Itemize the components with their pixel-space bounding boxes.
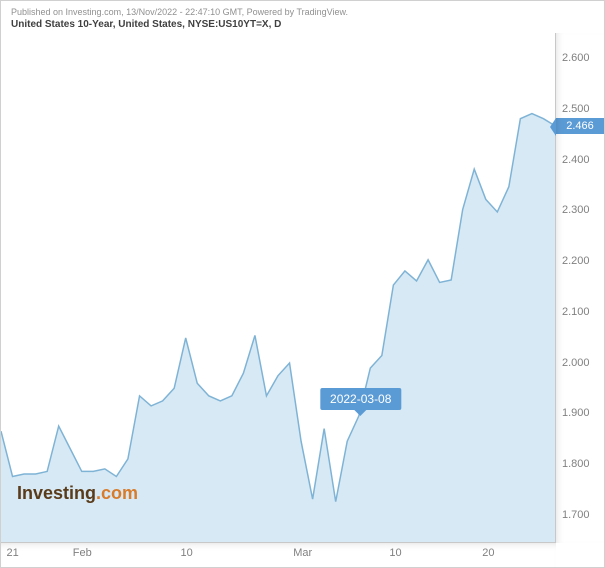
x-tick-label: 21	[6, 547, 18, 559]
plot-area[interactable]: 2022-03-08 Investing.com	[1, 33, 556, 543]
y-tick-label: 1.800	[562, 458, 590, 470]
tooltip-label: 2022-03-08	[330, 392, 391, 406]
x-tick-label: 20	[482, 547, 494, 559]
x-tick-label: 10	[181, 547, 193, 559]
logo-text-b: .com	[96, 483, 138, 503]
published-line: Published on Investing.com, 13/Nov/2022 …	[11, 7, 594, 17]
x-tick-label: Mar	[293, 547, 312, 559]
y-tick-label: 1.900	[562, 407, 590, 419]
chart-container: Published on Investing.com, 13/Nov/2022 …	[0, 0, 605, 568]
chart-title: United States 10-Year, United States, NY…	[11, 19, 594, 30]
investing-logo: Investing.com	[17, 483, 138, 504]
x-tick-label: 10	[389, 547, 401, 559]
x-tick-label: Feb	[73, 547, 92, 559]
x-axis: 21 Feb 10 Mar 10 20	[1, 543, 556, 567]
last-price-flag: 2.466	[556, 118, 604, 134]
y-tick-label: 2.300	[562, 204, 590, 216]
y-tick-label: 2.200	[562, 255, 590, 267]
area-chart-svg	[1, 33, 555, 542]
y-tick-label: 2.000	[562, 357, 590, 369]
y-axis: 1.700 1.800 1.900 2.000 2.100 2.200 2.300 2.400…	[556, 33, 604, 543]
y-tick-label: 2.100	[562, 306, 590, 318]
chart-header: Published on Investing.com, 13/Nov/2022 …	[1, 1, 604, 32]
date-tooltip: 2022-03-08	[320, 388, 401, 410]
y-tick-label: 2.400	[562, 154, 590, 166]
y-tick-label: 2.600	[562, 52, 590, 64]
y-tick-label: 1.700	[562, 509, 590, 521]
logo-text-a: Investing	[17, 483, 96, 503]
y-tick-label: 2.500	[562, 103, 590, 115]
